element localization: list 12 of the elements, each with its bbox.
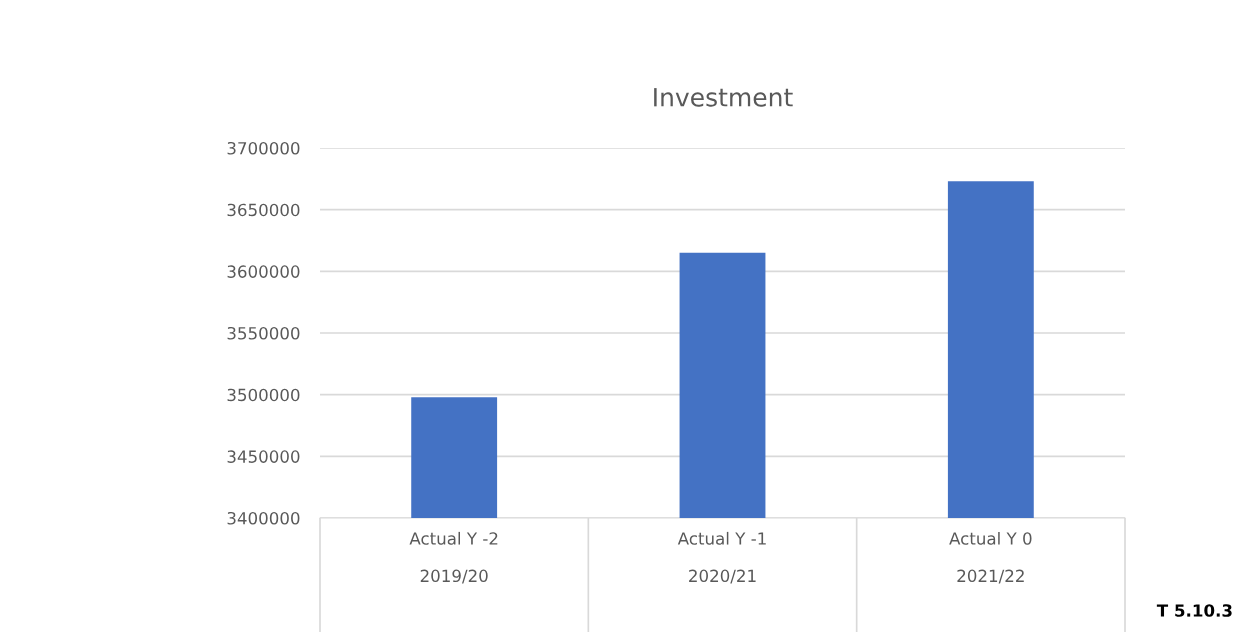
text: T 5.10.3 [1156, 604, 1232, 617]
y-tick-label: 3650000 [227, 203, 300, 217]
category-label: Actual Y -1 2020/21 [677, 531, 766, 584]
y-tick-label: 3700000 [227, 141, 300, 155]
y-tick-label: 3500000 [227, 388, 300, 402]
category-label: Actual Y -2 2019/20 [409, 531, 498, 584]
y-tick-label: 3400000 [227, 511, 300, 525]
y-tick-label: 3550000 [227, 326, 300, 340]
y-tick-label: 3600000 [227, 265, 300, 278]
category-label: Actual Y 0 2021/22 [949, 531, 1032, 584]
y-tick-label: 3450000 [227, 450, 300, 463]
chart-title: Investment [654, 88, 793, 107]
